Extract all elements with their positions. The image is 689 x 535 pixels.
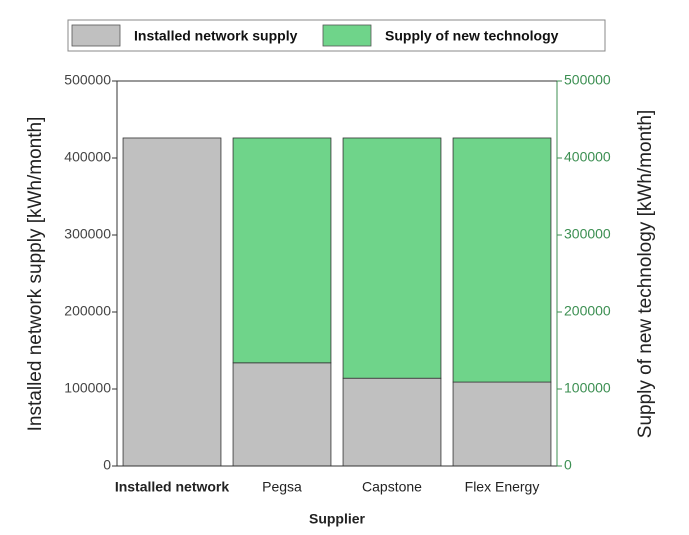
legend-swatch [322,24,372,47]
x-tick-label: Installed network [115,479,230,495]
y-tick-label: 100000 [64,380,111,396]
bar-segment [452,381,552,467]
bar-segment [452,137,552,383]
y2-tick-label: 300000 [564,226,611,242]
y-tick-label: 400000 [64,149,111,165]
y2-tick-label: 500000 [564,72,611,88]
x-tick-label: Capstone [362,479,422,495]
bar-segment [342,377,442,467]
legend-label: Supply of new technology [385,28,559,44]
y2-tick-label: 100000 [564,380,611,396]
legend-swatch [71,24,121,47]
x-tick-label: Pegsa [262,479,302,495]
bar-segment [122,137,222,467]
y-tick-label: 500000 [64,72,111,88]
x-axis-title: Supplier [309,511,366,527]
y2-axis-title: Supply of new technology [kWh/month] [635,110,656,438]
y2-tick-label: 200000 [564,303,611,319]
y-tick-label: 200000 [64,303,111,319]
legend-label: Installed network supply [134,28,298,44]
y2-tick-label: 400000 [564,149,611,165]
x-tick-label: Flex Energy [465,479,540,495]
y-tick-label: 0 [103,457,111,473]
y2-tick-label: 0 [564,457,572,473]
y-axis-title: Installed network supply [kWh/month] [25,117,46,432]
bar-segment [342,137,442,379]
y-tick-label: 300000 [64,226,111,242]
bar-segment [232,137,332,364]
bar-segment [232,362,332,467]
